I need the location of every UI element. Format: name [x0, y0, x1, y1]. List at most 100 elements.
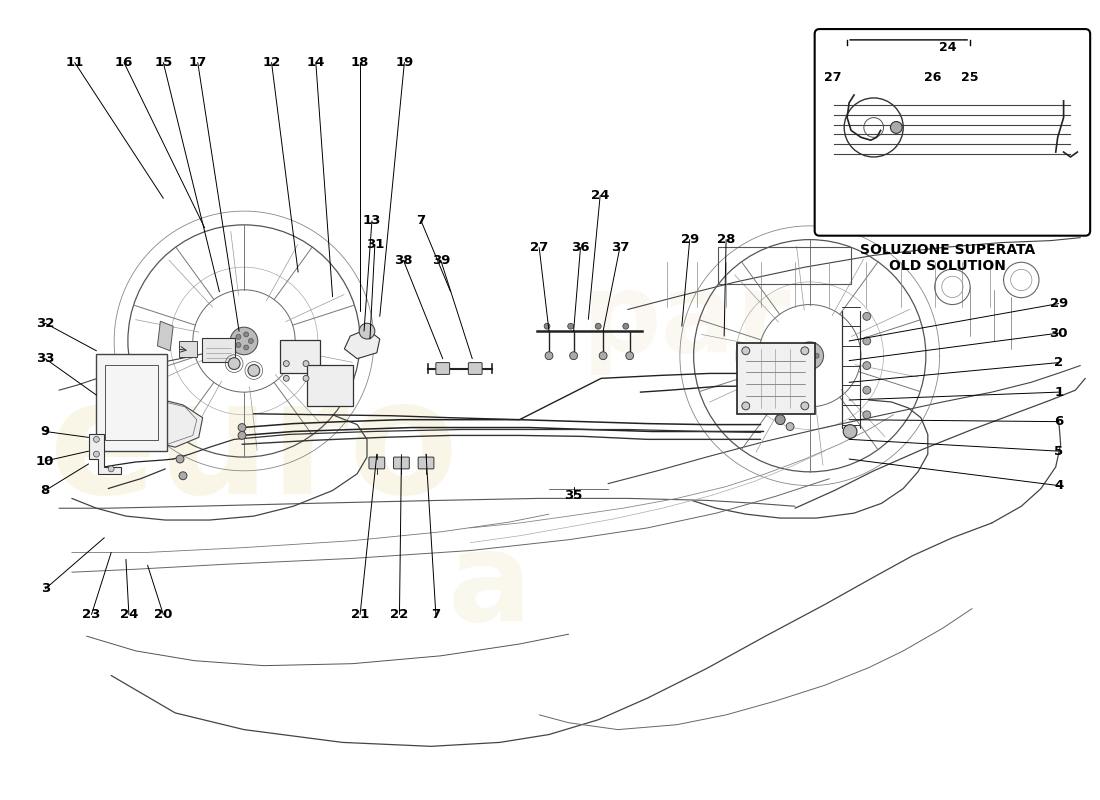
Circle shape — [546, 352, 553, 360]
Text: 27: 27 — [824, 70, 842, 84]
Polygon shape — [128, 395, 202, 447]
Text: 22: 22 — [390, 608, 408, 621]
Circle shape — [302, 375, 309, 382]
Circle shape — [244, 345, 249, 350]
Circle shape — [176, 455, 184, 463]
Text: 38: 38 — [394, 254, 412, 266]
Circle shape — [600, 352, 607, 360]
Circle shape — [814, 354, 820, 358]
Text: euro: euro — [48, 372, 459, 526]
FancyBboxPatch shape — [436, 362, 450, 374]
Circle shape — [862, 411, 871, 418]
FancyBboxPatch shape — [815, 29, 1090, 236]
Circle shape — [230, 327, 257, 354]
Circle shape — [568, 323, 573, 329]
Text: 31: 31 — [365, 238, 384, 251]
Text: 29: 29 — [681, 233, 698, 246]
Circle shape — [776, 414, 785, 425]
Text: par: par — [582, 268, 792, 374]
Text: 24: 24 — [591, 189, 609, 202]
Text: a: a — [448, 526, 532, 647]
Circle shape — [238, 431, 246, 439]
Circle shape — [244, 332, 249, 337]
Circle shape — [802, 350, 806, 354]
Circle shape — [741, 347, 750, 354]
Circle shape — [236, 334, 241, 339]
Circle shape — [94, 437, 99, 442]
Circle shape — [626, 352, 634, 360]
Circle shape — [862, 313, 871, 320]
Circle shape — [284, 375, 289, 382]
FancyBboxPatch shape — [469, 362, 482, 374]
Text: 5: 5 — [1054, 445, 1064, 458]
Polygon shape — [88, 434, 121, 474]
Text: SOLUZIONE SUPERATA: SOLUZIONE SUPERATA — [860, 243, 1035, 258]
FancyBboxPatch shape — [97, 354, 167, 451]
Circle shape — [544, 323, 550, 329]
FancyBboxPatch shape — [737, 343, 815, 414]
Circle shape — [862, 337, 871, 345]
Circle shape — [801, 402, 808, 410]
Text: 8: 8 — [41, 484, 50, 497]
Text: 28: 28 — [717, 233, 735, 246]
Text: 13: 13 — [363, 214, 381, 227]
Text: 24: 24 — [120, 608, 139, 621]
Polygon shape — [344, 329, 380, 358]
Circle shape — [249, 338, 253, 343]
Text: 32: 32 — [36, 317, 54, 330]
Circle shape — [359, 323, 375, 339]
Text: 4: 4 — [1054, 479, 1064, 492]
Circle shape — [810, 346, 814, 352]
Circle shape — [238, 424, 246, 431]
Circle shape — [623, 323, 629, 329]
Text: 27: 27 — [530, 241, 548, 254]
Circle shape — [810, 360, 814, 365]
Circle shape — [796, 342, 824, 370]
Circle shape — [741, 402, 750, 410]
FancyBboxPatch shape — [307, 365, 353, 406]
Text: 39: 39 — [431, 254, 450, 266]
Polygon shape — [157, 322, 173, 351]
Text: 18: 18 — [351, 56, 370, 69]
Text: 35: 35 — [564, 489, 583, 502]
FancyBboxPatch shape — [368, 457, 385, 469]
Circle shape — [844, 425, 857, 438]
Text: OLD SOLUTION: OLD SOLUTION — [889, 259, 1005, 273]
Text: 17: 17 — [188, 56, 207, 69]
Text: 26: 26 — [924, 70, 942, 84]
Circle shape — [802, 358, 806, 362]
Text: 33: 33 — [36, 352, 55, 365]
Circle shape — [108, 466, 114, 472]
Text: 36: 36 — [571, 241, 590, 254]
Text: 15: 15 — [154, 56, 173, 69]
Text: 7: 7 — [417, 214, 426, 227]
Text: 24: 24 — [938, 42, 956, 54]
FancyBboxPatch shape — [418, 457, 433, 469]
Circle shape — [179, 472, 187, 480]
Text: 11: 11 — [66, 56, 84, 69]
Text: 9: 9 — [41, 425, 50, 438]
Text: 37: 37 — [610, 241, 629, 254]
Text: 14: 14 — [307, 56, 324, 69]
Circle shape — [862, 362, 871, 370]
Text: 21: 21 — [351, 608, 370, 621]
Text: 20: 20 — [154, 608, 173, 621]
Circle shape — [236, 342, 241, 347]
FancyBboxPatch shape — [179, 341, 197, 357]
Circle shape — [248, 365, 260, 376]
Text: 29: 29 — [1049, 297, 1068, 310]
Text: 23: 23 — [82, 608, 101, 621]
Text: 19: 19 — [395, 56, 414, 69]
FancyBboxPatch shape — [394, 457, 409, 469]
Circle shape — [229, 358, 240, 370]
Text: 30: 30 — [1049, 326, 1068, 339]
FancyBboxPatch shape — [280, 340, 320, 374]
Text: 7: 7 — [431, 608, 440, 621]
Circle shape — [890, 122, 902, 134]
Text: 10: 10 — [36, 454, 54, 467]
Circle shape — [595, 323, 602, 329]
Text: 1: 1 — [1054, 386, 1064, 398]
Circle shape — [801, 347, 808, 354]
Text: 3: 3 — [41, 582, 50, 595]
Circle shape — [284, 361, 289, 366]
